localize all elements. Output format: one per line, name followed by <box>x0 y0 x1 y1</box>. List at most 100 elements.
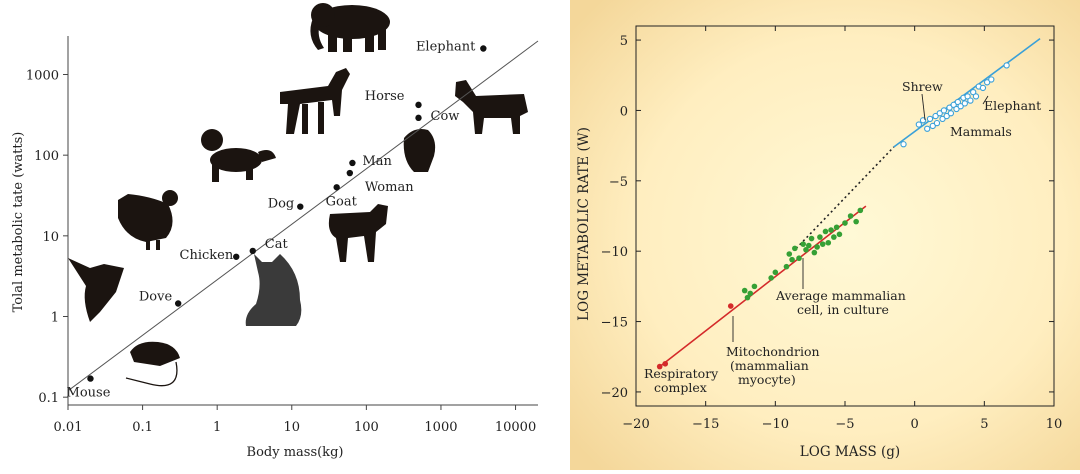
cat-silhouette <box>245 254 302 326</box>
y-tick-label: 0.1 <box>38 391 59 406</box>
fit-line-red <box>659 205 867 368</box>
point-green <box>741 287 748 294</box>
point-red <box>662 360 669 367</box>
annotation-average-cell-2: cell, in culture <box>797 302 889 317</box>
point-green <box>792 245 798 252</box>
cow-silhouette <box>455 80 528 134</box>
mouse-silhouette <box>125 341 180 387</box>
point-green <box>803 246 809 253</box>
x-tick-label: 5 <box>980 417 988 432</box>
point-blue <box>932 112 939 120</box>
point-green <box>747 290 754 297</box>
animal-silhouettes <box>68 3 528 387</box>
x-tick-label: 10000 <box>495 420 536 435</box>
y-axis-title: Tolal metabolic tate (watts) <box>11 132 26 313</box>
x-tick-label: −5 <box>835 417 854 432</box>
point-blue <box>983 79 991 86</box>
point-blue <box>915 121 922 128</box>
man-head-silhouette <box>403 129 436 172</box>
label-mouse: Mouse <box>67 386 111 401</box>
y-axis-title: LOG METABOLIC RATE (W) <box>576 127 592 321</box>
annotation-average-cell-1: Average mammalian <box>775 288 906 303</box>
right-chart-panel: −20 −15 −10 −5 0 5 10 5 0 −5 −10 −15 −20 Shrew Eleph… <box>570 0 1080 470</box>
point-blue <box>919 117 927 124</box>
point-green <box>842 220 848 226</box>
label-woman: Woman <box>365 180 414 195</box>
axis-ticks: 0.01 0.1 1 10 100 1000 10000 0.1 1 10 100 1000 <box>26 68 536 435</box>
point-green <box>833 224 840 231</box>
annotation-mitochondrion-2: (mammalian <box>730 358 809 373</box>
point-green <box>800 241 806 247</box>
point-green <box>768 275 774 281</box>
label-horse: Horse <box>365 89 405 104</box>
point-blue <box>936 110 943 117</box>
point-blue <box>943 112 950 120</box>
label-chicken: Chicken <box>180 248 234 263</box>
point-dog <box>297 203 304 210</box>
y-tick-label: 1000 <box>26 68 59 83</box>
left-chart: Mouse Dove Chicken Cat Dog Goat Woman Man Horse C… <box>11 3 539 460</box>
point-blue <box>933 119 941 127</box>
point-blue <box>967 97 974 104</box>
point-green <box>783 263 790 270</box>
point-green <box>828 227 834 233</box>
x-tick-label: −20 <box>622 417 649 432</box>
left-chart-panel: Mouse Dove Chicken Cat Dog Goat Woman Man Horse C… <box>11 3 539 460</box>
annotation-shrew: Shrew <box>902 79 943 94</box>
label-cow: Cow <box>431 109 460 124</box>
annotation-elephant: Elephant <box>984 98 1041 113</box>
horse-silhouette <box>280 68 350 134</box>
point-green <box>796 255 802 262</box>
point-red <box>727 303 734 309</box>
point-blue <box>954 98 962 106</box>
annotation-respiratory-2: complex <box>654 380 707 395</box>
point-blue <box>988 76 995 83</box>
annotation-mitochondrion-1: Mitochondrion <box>726 344 820 359</box>
label-cat: Cat <box>265 237 289 252</box>
x-tick-label: −10 <box>762 417 789 432</box>
series-red <box>656 205 867 370</box>
x-tick-label: 1000 <box>424 420 457 435</box>
point-blue <box>972 93 980 100</box>
point-green <box>831 234 837 240</box>
point-blue <box>961 100 968 107</box>
annotation-mammals: Mammals <box>950 124 1012 139</box>
x-tick-label: 0 <box>911 417 919 432</box>
point-green <box>786 251 793 257</box>
fit-line <box>67 40 539 392</box>
x-tick-label: −15 <box>692 417 719 432</box>
point-blue <box>946 104 953 111</box>
annotations: Shrew Elephant Mammals Average mammalian… <box>644 79 1041 395</box>
x-axis-title: LOG MASS (g) <box>800 444 900 460</box>
point-man <box>349 159 356 167</box>
point-green <box>825 239 832 246</box>
y-tick-label: −5 <box>609 175 628 190</box>
series-green <box>741 207 864 301</box>
y-tick-label: 0 <box>620 104 628 119</box>
y-tick-label: −10 <box>601 245 628 260</box>
point-blue <box>1003 62 1010 69</box>
point-green <box>744 294 751 301</box>
axes <box>67 36 538 406</box>
y-tick-label: 1 <box>51 311 59 326</box>
y-tick-label: 10 <box>42 230 59 245</box>
y-tick-label: 5 <box>620 34 628 49</box>
point-blue <box>964 93 971 100</box>
point-blue <box>947 110 955 117</box>
point-blue <box>900 141 907 148</box>
point-red <box>656 363 663 370</box>
point-green <box>805 242 812 249</box>
point-blue <box>950 101 957 108</box>
y-tick-label: −20 <box>601 386 628 401</box>
x-axis-title: Body mass(kg) <box>247 445 344 460</box>
dotted-link-line <box>795 146 895 249</box>
y-tick-label: −15 <box>601 316 628 331</box>
point-green <box>811 249 818 256</box>
x-tick-label: 0.01 <box>54 420 83 435</box>
label-man: Man <box>362 154 392 169</box>
x-tick-label: 10 <box>283 420 300 435</box>
point-mouse <box>87 375 94 382</box>
point-blue <box>957 103 964 110</box>
right-chart: −20 −15 −10 −5 0 5 10 5 0 −5 −10 −15 −20 Shrew Eleph… <box>570 0 1080 470</box>
point-green <box>819 241 826 247</box>
